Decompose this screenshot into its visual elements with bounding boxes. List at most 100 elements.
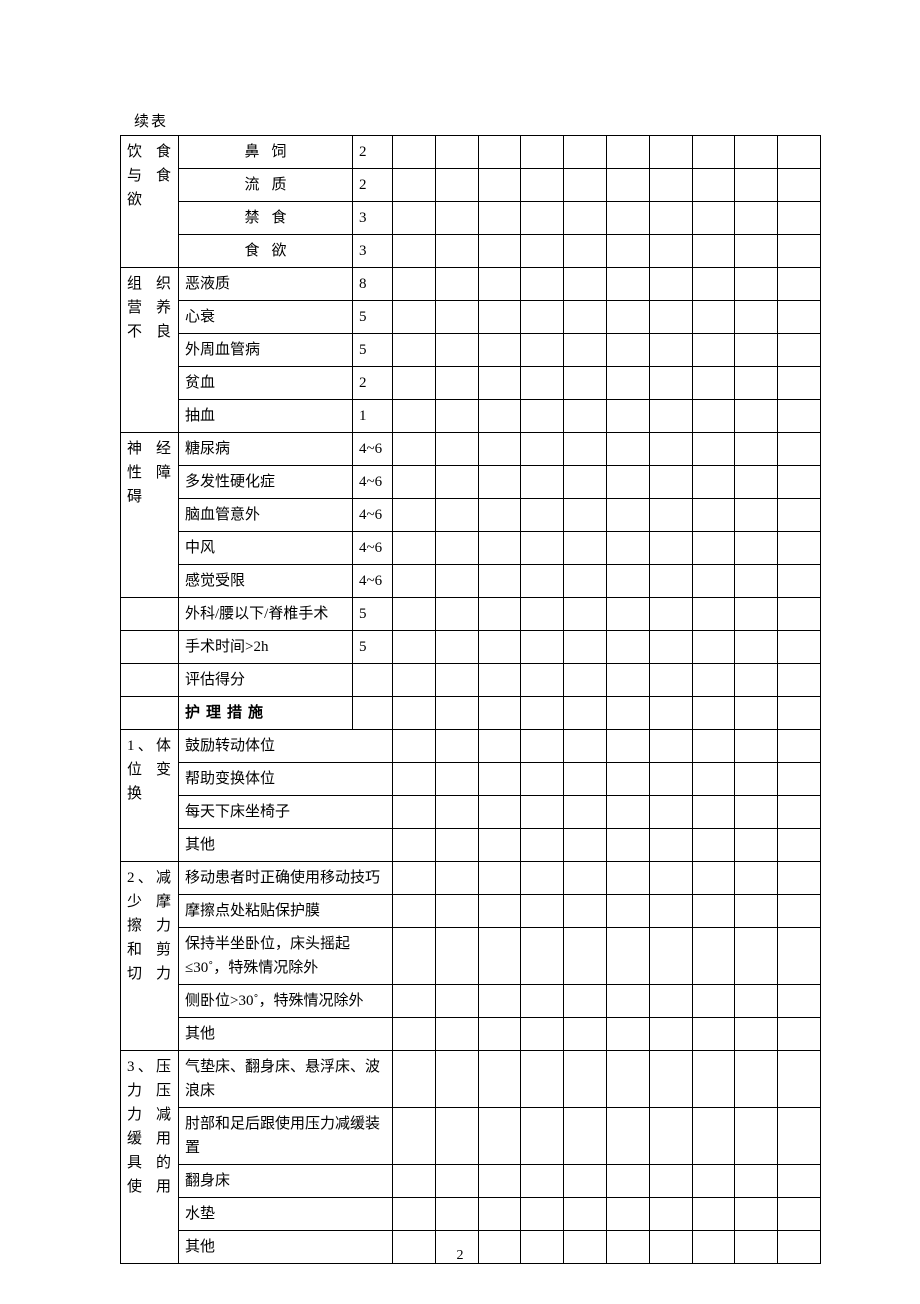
blank-cell <box>521 268 564 301</box>
table-row: 摩擦点处粘贴保护膜 <box>121 895 821 928</box>
table-row: 手术时间>2h5 <box>121 631 821 664</box>
item-cell: 保持半坐卧位，床头摇起≤30˚，特殊情况除外 <box>179 928 393 985</box>
table-row: 食欲3 <box>121 235 821 268</box>
blank-cell <box>521 1108 564 1165</box>
blank-cell <box>435 598 478 631</box>
blank-cell <box>778 1051 821 1108</box>
blank-cell <box>649 235 692 268</box>
blank-cell <box>606 1165 649 1198</box>
blank-cell <box>692 532 735 565</box>
blank-cell <box>564 499 607 532</box>
blank-cell <box>649 400 692 433</box>
item-cell: 中风 <box>179 532 353 565</box>
blank-cell <box>606 985 649 1018</box>
blank-cell <box>778 169 821 202</box>
blank-cell <box>778 1018 821 1051</box>
score-cell: 4~6 <box>353 499 393 532</box>
blank-cell <box>778 400 821 433</box>
blank-cell <box>606 1198 649 1231</box>
item-cell: 脑血管意外 <box>179 499 353 532</box>
blank-cell <box>692 796 735 829</box>
blank-cell <box>393 985 436 1018</box>
blank-cell <box>435 664 478 697</box>
item-cell: 多发性硬化症 <box>179 466 353 499</box>
blank-cell <box>735 829 778 862</box>
score-cell: 4~6 <box>353 532 393 565</box>
blank-cell <box>478 697 521 730</box>
item-cell: 每天下床坐椅子 <box>179 796 393 829</box>
blank-cell <box>606 532 649 565</box>
blank-cell <box>649 301 692 334</box>
blank-cell <box>564 1018 607 1051</box>
blank-cell <box>521 532 564 565</box>
blank-cell <box>435 268 478 301</box>
table-row: 2、减少摩擦力和剪切力移动患者时正确使用移动技巧 <box>121 862 821 895</box>
blank-cell <box>564 136 607 169</box>
blank-cell <box>606 202 649 235</box>
blank-cell <box>521 862 564 895</box>
item-cell: 帮助变换体位 <box>179 763 393 796</box>
blank-cell <box>393 1198 436 1231</box>
blank-cell <box>735 235 778 268</box>
blank-cell <box>649 730 692 763</box>
blank-cell <box>735 334 778 367</box>
blank-cell <box>778 730 821 763</box>
blank-cell <box>564 532 607 565</box>
item-cell: 抽血 <box>179 400 353 433</box>
blank-cell <box>521 664 564 697</box>
blank-cell <box>478 1018 521 1051</box>
table-row: 脑血管意外4~6 <box>121 499 821 532</box>
blank-cell <box>649 532 692 565</box>
item-cell: 外周血管病 <box>179 334 353 367</box>
blank-cell <box>435 499 478 532</box>
blank-cell <box>435 532 478 565</box>
item-cell: 流质 <box>179 169 353 202</box>
blank-cell <box>778 1165 821 1198</box>
blank-cell <box>778 598 821 631</box>
blank-cell <box>393 697 436 730</box>
blank-cell <box>606 565 649 598</box>
blank-cell <box>649 1165 692 1198</box>
blank-cell <box>393 367 436 400</box>
blank-cell <box>649 367 692 400</box>
blank-cell <box>564 664 607 697</box>
blank-cell <box>692 1198 735 1231</box>
item-cell: 移动患者时正确使用移动技巧 <box>179 862 393 895</box>
blank-cell <box>564 466 607 499</box>
continued-label: 续表 <box>134 110 820 131</box>
blank-cell <box>564 1198 607 1231</box>
blank-cell <box>435 985 478 1018</box>
item-cell: 感觉受限 <box>179 565 353 598</box>
blank-cell <box>435 1018 478 1051</box>
blank-cell <box>435 235 478 268</box>
blank-cell <box>735 532 778 565</box>
table-row: 帮助变换体位 <box>121 763 821 796</box>
blank-cell <box>649 763 692 796</box>
blank-cell <box>606 169 649 202</box>
blank-cell <box>435 334 478 367</box>
blank-cell <box>692 829 735 862</box>
blank-cell <box>478 829 521 862</box>
blank-cell <box>521 466 564 499</box>
blank-cell <box>649 697 692 730</box>
blank-cell <box>735 598 778 631</box>
blank-cell <box>649 499 692 532</box>
blank-cell <box>692 268 735 301</box>
blank-cell <box>692 631 735 664</box>
table-row: 禁食3 <box>121 202 821 235</box>
page-number: 2 <box>0 1248 920 1264</box>
blank-cell <box>393 730 436 763</box>
blank-cell <box>521 985 564 1018</box>
blank-cell <box>778 763 821 796</box>
item-cell: 禁食 <box>179 202 353 235</box>
category-cell-empty <box>121 598 179 631</box>
blank-cell <box>606 301 649 334</box>
blank-cell <box>778 466 821 499</box>
item-cell: 肘部和足后跟使用压力减缓装置 <box>179 1108 393 1165</box>
table-row: 外科/腰以下/脊椎手术5 <box>121 598 821 631</box>
blank-cell <box>521 697 564 730</box>
blank-cell <box>393 763 436 796</box>
blank-cell <box>478 268 521 301</box>
blank-cell <box>735 985 778 1018</box>
blank-cell <box>735 268 778 301</box>
